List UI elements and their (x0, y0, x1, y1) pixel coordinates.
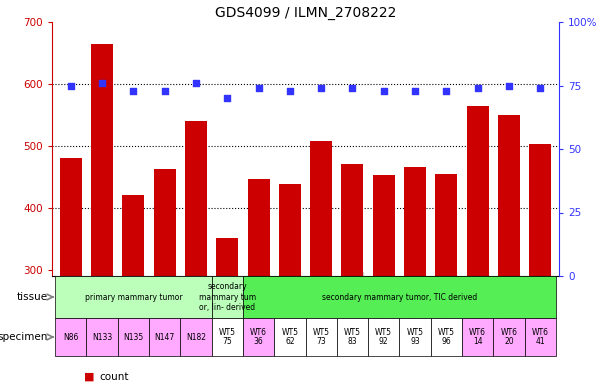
Bar (118, 318, 149, 356)
Point (316, 85, 326, 91)
Bar (123, 195, 144, 276)
Point (442, 88, 451, 94)
Text: WT5
62: WT5 62 (281, 328, 298, 346)
Text: WT5
92: WT5 92 (375, 328, 392, 346)
Point (504, 83, 514, 89)
Bar (435, 174, 457, 276)
Text: WT5
93: WT5 93 (406, 328, 424, 346)
Bar (274, 318, 305, 356)
Text: WT6
20: WT6 20 (501, 328, 517, 346)
Bar (149, 318, 180, 356)
Text: ■: ■ (84, 372, 94, 382)
Bar (216, 238, 238, 276)
Bar (404, 167, 426, 276)
Text: specimen: specimen (0, 332, 48, 342)
Text: WT5
75: WT5 75 (219, 328, 236, 346)
Text: tissue: tissue (17, 292, 48, 302)
Point (129, 88, 138, 94)
Text: WT5
83: WT5 83 (344, 328, 361, 346)
Text: WT6
14: WT6 14 (469, 328, 486, 346)
Bar (341, 164, 364, 276)
Text: N135: N135 (123, 333, 144, 341)
Text: N147: N147 (154, 333, 175, 341)
Bar (400, 318, 431, 356)
Bar (243, 276, 556, 318)
Text: N133: N133 (92, 333, 112, 341)
Bar (462, 318, 493, 356)
Text: WT6
36: WT6 36 (250, 328, 267, 346)
Point (347, 85, 357, 91)
Bar (212, 318, 243, 356)
Bar (493, 318, 525, 356)
Bar (305, 318, 337, 356)
Bar (525, 318, 556, 356)
Point (97, 80, 107, 86)
Bar (248, 179, 269, 276)
Bar (373, 175, 395, 276)
Text: count: count (99, 372, 129, 382)
Bar (368, 318, 400, 356)
Text: N86: N86 (63, 333, 79, 341)
Point (191, 80, 201, 86)
Point (222, 95, 232, 101)
Point (410, 88, 420, 94)
Text: N182: N182 (186, 333, 206, 341)
Bar (154, 169, 175, 276)
Bar (466, 106, 489, 276)
Bar (185, 121, 207, 276)
Bar (498, 115, 520, 276)
Point (535, 85, 545, 91)
Bar (431, 318, 462, 356)
Bar (55, 318, 87, 356)
Text: WT5
73: WT5 73 (313, 328, 329, 346)
Bar (55, 276, 212, 318)
Text: WT5
96: WT5 96 (438, 328, 455, 346)
Bar (180, 318, 212, 356)
Text: WT6
41: WT6 41 (532, 328, 549, 346)
Bar (212, 276, 243, 318)
Point (379, 88, 389, 94)
Point (473, 85, 483, 91)
Point (285, 88, 294, 94)
Bar (87, 318, 118, 356)
Point (160, 88, 169, 94)
Bar (529, 144, 551, 276)
Bar (60, 158, 82, 276)
Bar (337, 318, 368, 356)
Bar (91, 44, 113, 276)
Bar (279, 184, 301, 276)
Point (66, 83, 76, 89)
Bar (310, 141, 332, 276)
Title: GDS4099 / ILMN_2708222: GDS4099 / ILMN_2708222 (215, 6, 396, 20)
Text: secondary mammary tumor, TIC derived: secondary mammary tumor, TIC derived (322, 293, 477, 301)
Bar (243, 318, 274, 356)
Text: secondary
mammary tum
or, lin- derived: secondary mammary tum or, lin- derived (199, 282, 256, 312)
Point (254, 85, 263, 91)
Text: primary mammary tumor: primary mammary tumor (85, 293, 182, 301)
